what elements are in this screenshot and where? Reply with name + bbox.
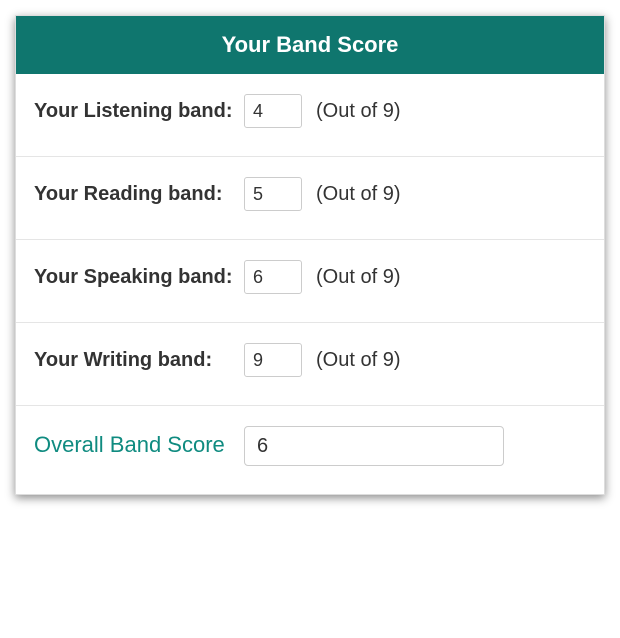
overall-label: Overall Band Score	[34, 426, 244, 460]
overall-input[interactable]	[244, 426, 504, 466]
speaking-input[interactable]	[244, 260, 302, 294]
band-score-card: Your Band Score Your Listening band: (Ou…	[15, 15, 605, 495]
writing-input[interactable]	[244, 343, 302, 377]
row-speaking: Your Speaking band: (Out of 9)	[16, 240, 604, 323]
row-writing: Your Writing band: (Out of 9)	[16, 323, 604, 406]
reading-input[interactable]	[244, 177, 302, 211]
card-header: Your Band Score	[16, 16, 604, 74]
speaking-label: Your Speaking band:	[34, 260, 244, 291]
reading-hint: (Out of 9)	[316, 183, 400, 206]
speaking-input-wrap: (Out of 9)	[244, 260, 586, 294]
listening-hint: (Out of 9)	[316, 100, 400, 123]
listening-input[interactable]	[244, 94, 302, 128]
overall-input-wrap	[244, 426, 586, 466]
row-listening: Your Listening band: (Out of 9)	[16, 74, 604, 157]
listening-label: Your Listening band:	[34, 94, 244, 125]
speaking-hint: (Out of 9)	[316, 266, 400, 289]
header-title: Your Band Score	[222, 32, 399, 57]
reading-label: Your Reading band:	[34, 177, 244, 208]
writing-input-wrap: (Out of 9)	[244, 343, 586, 377]
reading-input-wrap: (Out of 9)	[244, 177, 586, 211]
row-reading: Your Reading band: (Out of 9)	[16, 157, 604, 240]
row-overall: Overall Band Score	[16, 406, 604, 494]
listening-input-wrap: (Out of 9)	[244, 94, 586, 128]
writing-hint: (Out of 9)	[316, 349, 400, 372]
writing-label: Your Writing band:	[34, 343, 244, 374]
